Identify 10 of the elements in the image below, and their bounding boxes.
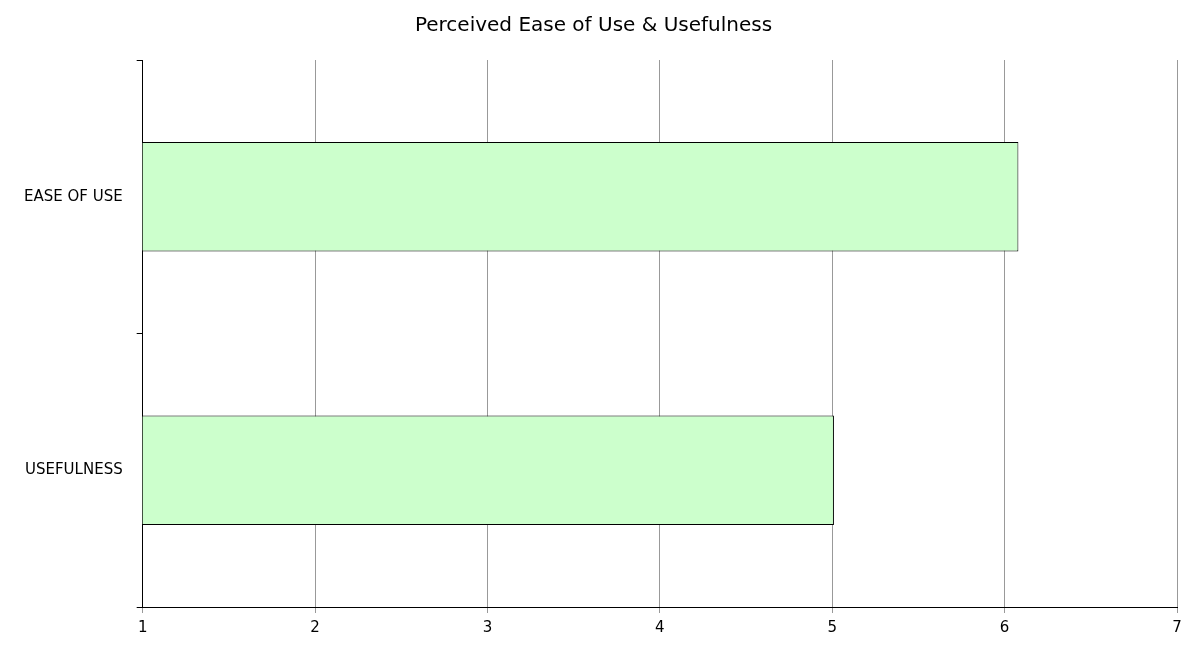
y-tick-label: USEFULNESS <box>25 460 123 479</box>
x-tick-label: 1 <box>137 617 148 636</box>
x-tick-label: 5 <box>827 617 837 636</box>
chart-title: Perceived Ease of Use & Usefulness <box>414 12 773 37</box>
x-tick-label: 6 <box>999 617 1010 636</box>
y-tick-label: EASE OF USE <box>24 186 123 205</box>
x-tick-label: 2 <box>310 617 320 636</box>
x-tick-label: 4 <box>655 617 665 636</box>
x-tick-label: 7 <box>1172 617 1182 636</box>
x-tick-label: 3 <box>482 617 493 636</box>
